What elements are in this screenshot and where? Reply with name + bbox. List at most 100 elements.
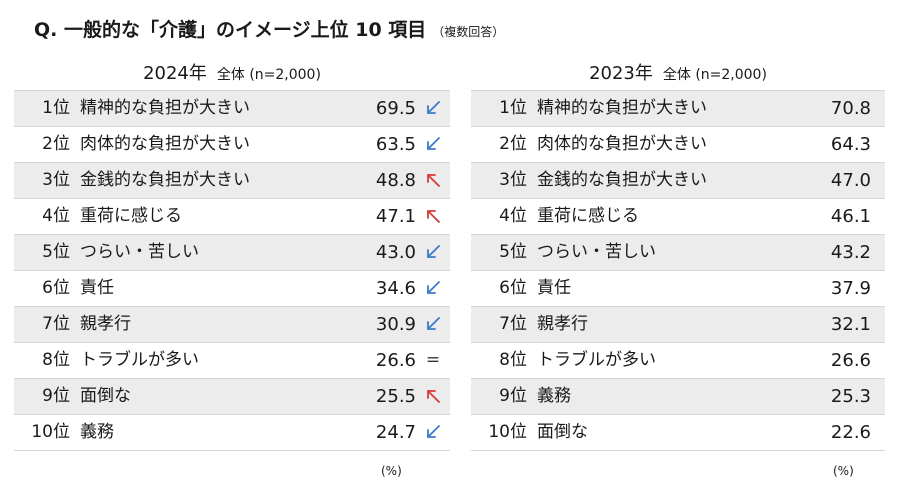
value-label: 69.5 (375, 98, 416, 119)
item-label: 面倒な (537, 422, 588, 442)
item-label: 金銭的な負担が大きい (80, 170, 250, 190)
table-row: 2位 肉体的な負担が大きい 63.5 (14, 127, 450, 163)
item-label: 義務 (80, 422, 114, 442)
item-label: つらい・苦しい (537, 242, 656, 262)
rank-label: 3位 (499, 170, 527, 190)
value-label: 43.2 (830, 242, 871, 263)
item-label: 責任 (537, 278, 571, 298)
item-label: 面倒な (80, 386, 131, 406)
value-label: 30.9 (375, 314, 416, 335)
trend-down-icon (422, 91, 444, 126)
rank-label: 3位 (42, 170, 70, 190)
item-label: 重荷に感じる (537, 206, 639, 226)
sample-label-2024: 全体 (n=2,000) (216, 67, 321, 83)
trend-up-icon (422, 199, 444, 234)
item-label: トラブルが多い (537, 350, 656, 370)
trend-down-icon (422, 271, 444, 306)
value-label: 25.5 (375, 386, 416, 407)
value-label: 37.9 (830, 278, 871, 299)
sample-label-2023: 全体 (n=2,000) (662, 67, 767, 83)
value-label: 22.6 (830, 422, 871, 443)
table-row: 4位 重荷に感じる 46.1 (471, 199, 885, 235)
value-label: 25.3 (830, 386, 871, 407)
trend-up-icon (422, 379, 444, 414)
table-row: 3位 金銭的な負担が大きい 47.0 (471, 163, 885, 199)
rank-label: 4位 (42, 206, 70, 226)
table-row: 2位 肉体的な負担が大きい 64.3 (471, 127, 885, 163)
rank-label: 1位 (499, 98, 527, 118)
rank-label: 10位 (488, 422, 527, 442)
trend-up-icon (422, 163, 444, 198)
value-label: 46.1 (830, 206, 871, 227)
table-row: 4位 重荷に感じる 47.1 (14, 199, 450, 235)
table-2023-body: 1位 精神的な負担が大きい 70.8 2位 肉体的な負担が大きい 64.3 3位 金銭的な負担… (471, 91, 885, 451)
trend-down-icon (422, 307, 444, 342)
table-row: 6位 責任 37.9 (471, 271, 885, 307)
rank-label: 7位 (499, 314, 527, 334)
value-label: 43.0 (375, 242, 416, 263)
rank-label: 5位 (42, 242, 70, 262)
table-row: 10位 義務 24.7 (14, 415, 450, 451)
item-label: 肉体的な負担が大きい (80, 134, 250, 154)
item-label: 義務 (537, 386, 571, 406)
rank-label: 2位 (499, 134, 527, 154)
value-label: 24.7 (375, 422, 416, 443)
table-row: 7位 親孝行 32.1 (471, 307, 885, 343)
rank-label: 10位 (31, 422, 70, 442)
year-label-2023: 2023年 (589, 63, 653, 84)
rank-label: 8位 (499, 350, 527, 370)
table-row: 3位 金銭的な負担が大きい 48.8 (14, 163, 450, 199)
value-label: 48.8 (375, 170, 416, 191)
trend-down-icon (422, 235, 444, 270)
table-row: 6位 責任 34.6 (14, 271, 450, 307)
value-label: 26.6 (375, 350, 416, 371)
rank-label: 9位 (499, 386, 527, 406)
table-row: 5位 つらい・苦しい 43.0 (14, 235, 450, 271)
rank-label: 5位 (499, 242, 527, 262)
item-label: 責任 (80, 278, 114, 298)
table-row: 9位 面倒な 25.5 (14, 379, 450, 415)
item-label: 重荷に感じる (80, 206, 182, 226)
year-label-2024: 2024年 (143, 63, 207, 84)
rank-label: 8位 (42, 350, 70, 370)
trend-down-icon (422, 127, 444, 162)
table-2023-header: 2023年 全体 (n=2,000) (471, 58, 885, 91)
table-2024: 2024年 全体 (n=2,000) 1位 精神的な負担が大きい 69.5 2位 肉体的な… (14, 58, 450, 451)
rank-label: 1位 (42, 98, 70, 118)
rank-label: 4位 (499, 206, 527, 226)
item-label: トラブルが多い (80, 350, 199, 370)
rank-label: 9位 (42, 386, 70, 406)
unit-label-2024: (%) (381, 464, 402, 478)
value-label: 47.0 (830, 170, 871, 191)
table-row: 8位 トラブルが多い 26.6 (471, 343, 885, 379)
table-row: 9位 義務 25.3 (471, 379, 885, 415)
value-label: 63.5 (375, 134, 416, 155)
item-label: 親孝行 (80, 314, 131, 334)
table-row: 1位 精神的な負担が大きい 69.5 (14, 91, 450, 127)
table-row: 1位 精神的な負担が大きい 70.8 (471, 91, 885, 127)
item-label: 精神的な負担が大きい (80, 98, 250, 118)
value-label: 64.3 (830, 134, 871, 155)
rank-label: 7位 (42, 314, 70, 334)
item-label: 精神的な負担が大きい (537, 98, 707, 118)
value-label: 47.1 (375, 206, 416, 227)
item-label: つらい・苦しい (80, 242, 199, 262)
value-label: 34.6 (375, 278, 416, 299)
item-label: 金銭的な負担が大きい (537, 170, 707, 190)
rank-label: 6位 (499, 278, 527, 298)
item-label: 肉体的な負担が大きい (537, 134, 707, 154)
table-2024-header: 2024年 全体 (n=2,000) (14, 58, 450, 91)
trend-down-icon (422, 415, 444, 450)
value-label: 26.6 (830, 350, 871, 371)
value-label: 32.1 (830, 314, 871, 335)
item-label: 親孝行 (537, 314, 588, 334)
table-row: 5位 つらい・苦しい 43.2 (471, 235, 885, 271)
unit-label-2023: (%) (833, 464, 854, 478)
table-2023: 2023年 全体 (n=2,000) 1位 精神的な負担が大きい 70.8 2位 肉体的な… (471, 58, 885, 451)
title-sub: （複数回答） (432, 25, 505, 39)
rank-label: 6位 (42, 278, 70, 298)
title-main: Q. 一般的な「介護」のイメージ上位 10 項目 (34, 19, 427, 41)
table-row: 10位 面倒な 22.6 (471, 415, 885, 451)
rank-label: 2位 (42, 134, 70, 154)
table-2024-body: 1位 精神的な負担が大きい 69.5 2位 肉体的な負担が大きい 63.5 3位 金銭的な負担… (14, 91, 450, 451)
